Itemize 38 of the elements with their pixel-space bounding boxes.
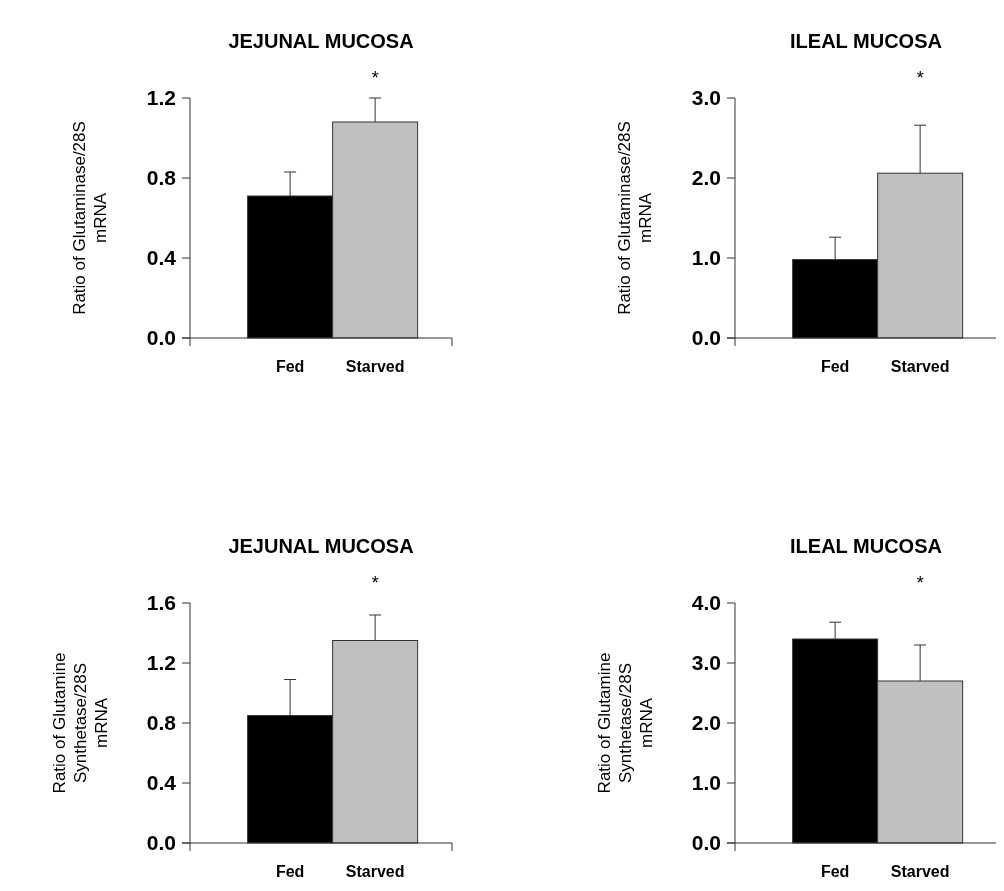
y-tick-label: 3.0 bbox=[691, 86, 721, 110]
y-tick-label: 1.0 bbox=[691, 771, 721, 795]
x-tick-label: Fed bbox=[275, 863, 305, 880]
chart-title: ILEAL MUCOSA bbox=[790, 535, 942, 557]
y-tick-label: 0.0 bbox=[691, 831, 721, 855]
y-tick-label: 0.4 bbox=[146, 246, 177, 270]
y-tick-label: 0.8 bbox=[146, 166, 177, 190]
y-axis-title: Ratio of Glutamine Synthetase/28S mRNA bbox=[595, 652, 656, 794]
chart-title: JEJUNAL MUCOSA bbox=[228, 30, 414, 52]
y-tick-label: 0.8 bbox=[146, 711, 177, 735]
y-tick-label: 0.0 bbox=[691, 326, 721, 350]
chart-title: JEJUNAL MUCOSA bbox=[228, 535, 414, 557]
y-tick-label: 4.0 bbox=[691, 591, 721, 615]
x-tick-label: Starved bbox=[345, 863, 405, 880]
y-tick-label: 2.0 bbox=[691, 166, 721, 190]
text: * bbox=[371, 68, 379, 88]
y-axis-title: Ratio of Glutamine Synthetase/28S mRNA bbox=[50, 652, 111, 794]
x-tick-label: Fed bbox=[275, 358, 305, 375]
y-tick-label: 0.0 bbox=[146, 831, 176, 855]
chart-title: ILEAL MUCOSA bbox=[790, 30, 942, 52]
y-tick-label: 0.4 bbox=[146, 771, 177, 795]
x-tick-label: Starved bbox=[890, 863, 950, 880]
y-tick-label: 3.0 bbox=[691, 651, 721, 675]
text: * bbox=[916, 68, 924, 88]
y-tick-label: 0.0 bbox=[146, 326, 176, 350]
x-tick-label: Fed bbox=[820, 863, 850, 880]
text: * bbox=[916, 573, 924, 593]
y-axis-title: Ratio of Glutaminase/28S mRNA bbox=[615, 121, 655, 315]
y-tick-label: 1.2 bbox=[146, 651, 176, 675]
x-tick-label: Starved bbox=[345, 358, 405, 375]
y-tick-label: 1.2 bbox=[146, 86, 176, 110]
text: * bbox=[371, 573, 379, 593]
y-tick-label: 1.6 bbox=[146, 591, 176, 615]
y-tick-label: 1.0 bbox=[691, 246, 721, 270]
x-tick-label: Fed bbox=[820, 358, 850, 375]
x-tick-label: Starved bbox=[890, 358, 950, 375]
y-axis-title: Ratio of Glutaminase/28S mRNA bbox=[70, 121, 110, 315]
y-tick-label: 2.0 bbox=[691, 711, 721, 735]
